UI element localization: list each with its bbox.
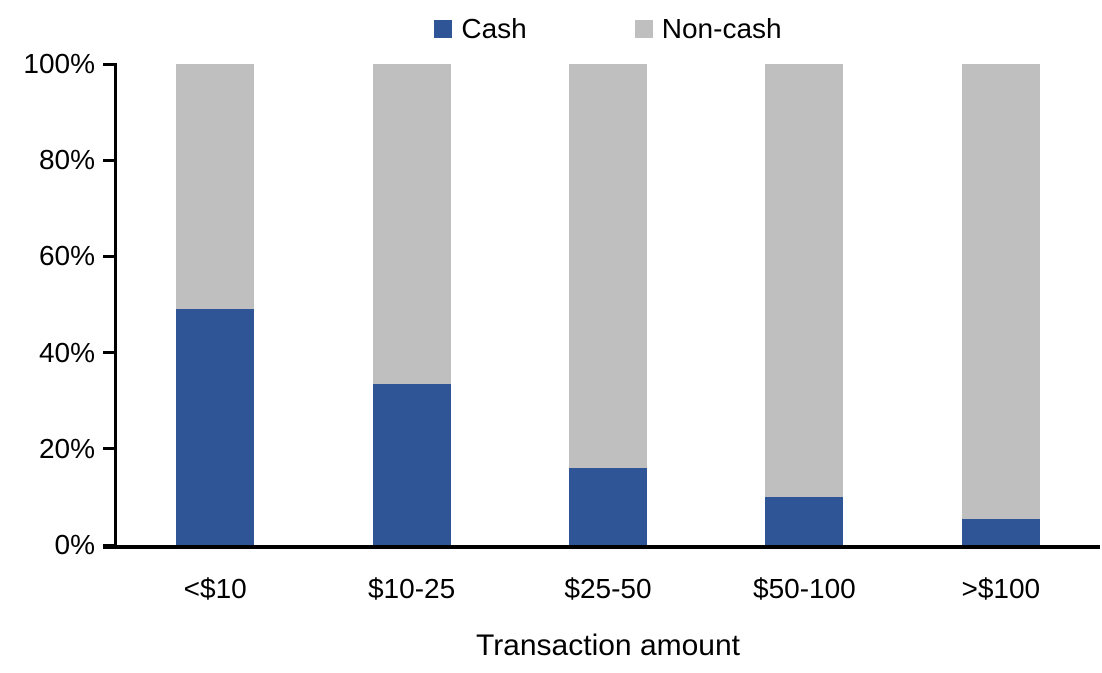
- bar-segment-non-cash: [765, 64, 844, 497]
- x-axis-category-label: $50-100: [753, 573, 856, 604]
- x-axis-category-label: $10-25: [367, 573, 456, 604]
- bar-segment-cash: [372, 383, 451, 545]
- bar--100: [961, 64, 1040, 545]
- bar--10-25: [372, 64, 451, 545]
- bar-segment-non-cash: [569, 64, 647, 469]
- x-axis-category-label: >$100: [961, 573, 1041, 604]
- y-axis-tick-label: 80%: [38, 144, 95, 176]
- legend-label: Cash: [461, 13, 527, 44]
- x-axis-title: Transaction amount: [475, 629, 741, 662]
- y-axis-tick-label: 100%: [23, 48, 95, 79]
- x-axis-line: [103, 545, 1100, 549]
- bar--10: [176, 64, 255, 545]
- y-axis-tick-label: 0%: [54, 529, 95, 560]
- bar-segment-cash: [176, 309, 255, 545]
- y-axis-tick-label: 40%: [38, 336, 95, 368]
- y-axis-tick: [103, 62, 117, 66]
- y-axis-tick: [103, 447, 117, 451]
- y-axis-tick: [103, 254, 117, 258]
- bar-segment-cash: [569, 468, 647, 545]
- bar-segment-cash: [961, 518, 1040, 545]
- legend-swatch-icon: [434, 19, 453, 38]
- chart-legend: Cash Non-cash: [117, 12, 1099, 45]
- y-axis-tick-label: 20%: [38, 432, 95, 464]
- bar-segment-non-cash: [176, 64, 255, 310]
- bar--50-100: [765, 64, 844, 545]
- plot-area: [117, 64, 1099, 545]
- bar-segment-non-cash: [961, 64, 1040, 519]
- x-axis-category-label: <$10: [183, 573, 247, 604]
- legend-swatch-icon: [634, 19, 653, 38]
- legend-item-cash: Cash: [434, 12, 527, 45]
- bar--25-50: [569, 64, 647, 545]
- y-axis-line: [114, 64, 117, 545]
- legend-label: Non-cash: [661, 13, 782, 44]
- y-axis-tick: [103, 351, 117, 355]
- y-axis-tick: [103, 158, 117, 162]
- y-axis-tick-label: 60%: [38, 240, 95, 272]
- bar-segment-non-cash: [372, 64, 451, 384]
- x-axis-category-label: $25-50: [564, 573, 652, 604]
- legend-item-non-cash: Non-cash: [634, 12, 782, 45]
- bar-segment-cash: [765, 496, 844, 545]
